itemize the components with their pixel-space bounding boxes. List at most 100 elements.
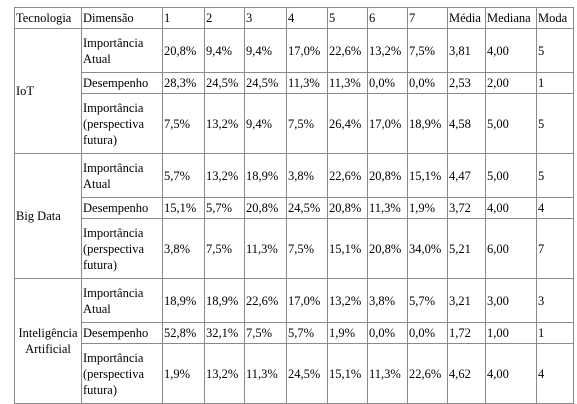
- level-4-cell: 24,5%: [287, 198, 328, 219]
- mode-cell: 5: [537, 29, 574, 73]
- dimension-cell: Importância Atual: [82, 29, 163, 73]
- table-row: Big Data Importância Atual 5,7% 13,2% 18,9% 3…: [15, 154, 574, 279]
- dimension-cell: Desempenho: [82, 198, 163, 219]
- table-row: Inteligência Artificial Importância Atual…: [15, 279, 574, 404]
- level-5-cell: 15,1%: [328, 344, 368, 404]
- dimension-cell: Desempenho: [82, 323, 163, 344]
- level-2-cell: 32,1%: [205, 323, 245, 344]
- level-6-cell: 13,2%: [368, 29, 408, 73]
- level-2-cell: 24,5%: [205, 73, 245, 94]
- mean-cell: 5,21: [448, 219, 486, 279]
- level-4-cell: 3,8%: [287, 154, 328, 198]
- level-7-cell: 0,0%: [408, 323, 448, 344]
- header-mean: Média: [448, 8, 486, 29]
- header-level-6: 6: [368, 8, 408, 29]
- dimension-cell: Importância (perspectiva futura): [82, 219, 163, 279]
- header-row: Tecnologia Dimensão 1 2 3 4 5 6 7 Média Mediana Mod…: [15, 8, 574, 29]
- level-3-cell: 24,5%: [245, 73, 287, 94]
- mean-cell: 4,58: [448, 94, 486, 154]
- level-1-cell: 18,9%: [163, 279, 205, 323]
- level-3-cell: 18,9%: [245, 154, 287, 198]
- level-2-cell: 13,2%: [205, 344, 245, 404]
- header-level-4: 4: [287, 8, 328, 29]
- level-4-cell: 7,5%: [287, 219, 328, 279]
- level-2-cell: 9,4%: [205, 29, 245, 73]
- level-3-cell: 9,4%: [245, 29, 287, 73]
- table-row: Importância (perspectiva futura) 1,9% 13,2…: [15, 344, 574, 404]
- level-6-cell: 11,3%: [368, 344, 408, 404]
- dimension-cell: Importância Atual: [82, 154, 163, 198]
- dimension-cell: Importância (perspectiva futura): [82, 344, 163, 404]
- level-4-cell: 7,5%: [287, 94, 328, 154]
- median-cell: 4,00: [486, 344, 537, 404]
- technology-cell: Big Data: [15, 154, 82, 279]
- level-5-cell: 13,2%: [328, 279, 368, 323]
- level-7-cell: 7,5%: [408, 29, 448, 73]
- level-1-cell: 5,7%: [163, 154, 205, 198]
- median-cell: 4,00: [486, 198, 537, 219]
- level-2-cell: 13,2%: [205, 154, 245, 198]
- level-7-cell: 15,1%: [408, 154, 448, 198]
- table-row: Desempenho 28,3% 24,5% 24,5% 11,3% 11,3% 0,0% 0…: [15, 73, 574, 94]
- table-row: Importância (perspectiva futura) 7,5% 13,2…: [15, 94, 574, 154]
- level-6-cell: 0,0%: [368, 323, 408, 344]
- table-row: Desempenho 52,8% 32,1% 7,5% 5,7% 1,9% 0,0% 0,0%…: [15, 323, 574, 344]
- level-1-cell: 15,1%: [163, 198, 205, 219]
- level-5-cell: 11,3%: [328, 73, 368, 94]
- header-level-2: 2: [205, 8, 245, 29]
- dimension-cell: Desempenho: [82, 73, 163, 94]
- level-4-cell: 17,0%: [287, 29, 328, 73]
- level-5-cell: 20,8%: [328, 198, 368, 219]
- level-6-cell: 0,0%: [368, 73, 408, 94]
- level-3-cell: 7,5%: [245, 323, 287, 344]
- median-cell: 2,00: [486, 73, 537, 94]
- level-7-cell: 34,0%: [408, 219, 448, 279]
- mode-cell: 1: [537, 323, 574, 344]
- level-6-cell: 17,0%: [368, 94, 408, 154]
- median-cell: 6,00: [486, 219, 537, 279]
- level-7-cell: 18,9%: [408, 94, 448, 154]
- level-1-cell: 3,8%: [163, 219, 205, 279]
- mean-cell: 4,62: [448, 344, 486, 404]
- header-dimension: Dimensão: [82, 8, 163, 29]
- mean-cell: 3,21: [448, 279, 486, 323]
- mean-cell: 2,53: [448, 73, 486, 94]
- mode-cell: 3: [537, 279, 574, 323]
- median-cell: 3,00: [486, 279, 537, 323]
- level-6-cell: 20,8%: [368, 154, 408, 198]
- dimension-cell: Importância (perspectiva futura): [82, 94, 163, 154]
- mean-cell: 3,81: [448, 29, 486, 73]
- level-5-cell: 22,6%: [328, 154, 368, 198]
- level-2-cell: 7,5%: [205, 219, 245, 279]
- level-1-cell: 20,8%: [163, 29, 205, 73]
- mode-cell: 4: [537, 344, 574, 404]
- level-7-cell: 22,6%: [408, 344, 448, 404]
- header-level-1: 1: [163, 8, 205, 29]
- level-3-cell: 9,4%: [245, 94, 287, 154]
- level-5-cell: 26,4%: [328, 94, 368, 154]
- level-4-cell: 11,3%: [287, 73, 328, 94]
- header-level-7: 7: [408, 8, 448, 29]
- median-cell: 5,00: [486, 94, 537, 154]
- table-row: IoT Importância Atual 20,8% 9,4% 9,4% 17,0% 22…: [15, 29, 574, 154]
- level-6-cell: 11,3%: [368, 198, 408, 219]
- level-1-cell: 7,5%: [163, 94, 205, 154]
- level-7-cell: 1,9%: [408, 198, 448, 219]
- level-5-cell: 15,1%: [328, 219, 368, 279]
- level-1-cell: 1,9%: [163, 344, 205, 404]
- technology-cell: IoT: [15, 29, 82, 154]
- table-row: Importância (perspectiva futura) 3,8% 7,5%…: [15, 219, 574, 279]
- median-cell: 4,00: [486, 29, 537, 73]
- header-median: Mediana: [486, 8, 537, 29]
- technology-cell: Inteligência Artificial: [15, 279, 82, 404]
- level-7-cell: 0,0%: [408, 73, 448, 94]
- level-6-cell: 20,8%: [368, 219, 408, 279]
- level-3-cell: 22,6%: [245, 279, 287, 323]
- mode-cell: 1: [537, 73, 574, 94]
- level-3-cell: 11,3%: [245, 344, 287, 404]
- level-4-cell: 17,0%: [287, 279, 328, 323]
- mode-cell: 5: [537, 94, 574, 154]
- level-3-cell: 20,8%: [245, 198, 287, 219]
- table-row: Desempenho 15,1% 5,7% 20,8% 24,5% 20,8% 11,3% 1…: [15, 198, 574, 219]
